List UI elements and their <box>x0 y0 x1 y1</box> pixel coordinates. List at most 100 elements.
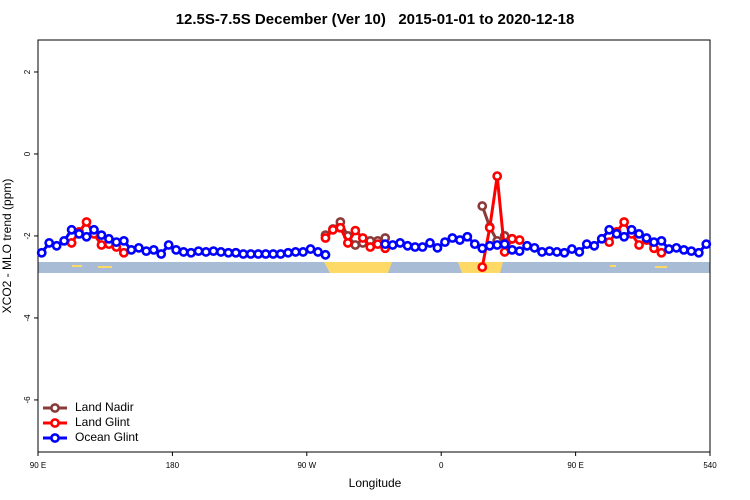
data-point <box>328 224 338 235</box>
legend-label: Land Nadir <box>75 400 134 414</box>
legend-marker <box>50 403 60 413</box>
data-point <box>365 242 376 252</box>
data-point <box>81 217 92 227</box>
data-point <box>529 242 540 253</box>
plot: -6 -4 -2 0 2 90 E 180 90 W 0 90 E 540 Land NadirLan… <box>23 69 717 470</box>
data-point <box>514 246 525 257</box>
data-point <box>477 243 488 254</box>
data-point <box>118 247 129 258</box>
data-point <box>208 246 219 257</box>
data-point <box>148 244 159 255</box>
x-axis-title: Longitude <box>349 476 402 490</box>
data-point <box>574 247 585 257</box>
data-point <box>216 247 226 257</box>
y-tick-label: 2 <box>23 69 32 74</box>
data-point <box>186 247 196 258</box>
data-point <box>275 249 286 259</box>
data-point <box>81 231 92 242</box>
data-point <box>477 262 488 273</box>
data-point <box>552 247 562 257</box>
data-point <box>589 240 600 251</box>
data-point <box>133 242 144 253</box>
data-point <box>656 235 667 246</box>
data-point <box>320 249 331 260</box>
data-point <box>492 240 503 250</box>
legend-marker <box>50 433 60 443</box>
x-tick-label: 90 W <box>297 461 316 470</box>
data-point <box>66 238 77 248</box>
data-point <box>89 224 99 235</box>
land-band <box>655 266 667 268</box>
data-point <box>693 247 704 258</box>
data-point <box>156 249 167 259</box>
data-point <box>260 249 271 259</box>
data-point <box>96 240 107 250</box>
data-point <box>566 244 577 254</box>
data-point <box>44 238 55 248</box>
data-point <box>305 244 316 254</box>
data-point <box>671 242 682 253</box>
data-point <box>499 239 510 250</box>
data-point <box>678 244 689 255</box>
data-point <box>544 246 555 257</box>
data-point <box>163 240 174 250</box>
data-point <box>477 201 488 211</box>
data-point <box>611 229 622 239</box>
data-point <box>559 247 570 258</box>
data-point <box>432 242 443 253</box>
data-point <box>313 247 323 257</box>
y-tick-label: -6 <box>23 396 32 404</box>
data-point <box>253 249 264 259</box>
data-point <box>686 246 697 257</box>
data-point <box>626 224 637 235</box>
land-band <box>610 265 616 267</box>
data-point <box>141 246 152 257</box>
data-point <box>111 237 122 248</box>
data-point <box>469 239 480 250</box>
data-point <box>36 247 47 258</box>
data-point <box>372 239 383 250</box>
data-point <box>492 171 503 182</box>
land-band <box>98 266 112 268</box>
data-point <box>245 249 256 259</box>
data-point <box>104 233 114 244</box>
data-point <box>656 247 667 258</box>
data-point <box>350 225 361 236</box>
data-point <box>357 233 368 243</box>
data-point <box>350 240 361 250</box>
data-point <box>268 249 279 259</box>
data-point <box>440 237 450 248</box>
data-point <box>230 247 241 258</box>
data-point <box>514 235 525 245</box>
data-point <box>238 249 249 259</box>
data-point <box>290 247 301 257</box>
legend-label: Land Glint <box>75 415 130 429</box>
data-point <box>417 242 428 252</box>
y-axis-title: XCO2 - MLO trend (ppm) <box>0 179 14 314</box>
data-point <box>701 239 712 250</box>
data-point <box>66 224 77 235</box>
data-point <box>380 239 391 250</box>
data-point <box>178 247 189 257</box>
data-point <box>387 240 398 250</box>
data-point <box>320 233 331 243</box>
data-point <box>51 240 62 251</box>
map-strip <box>38 262 710 273</box>
data-point <box>537 247 547 257</box>
data-point <box>462 231 473 242</box>
data-point <box>342 238 353 248</box>
x-tick-label: 180 <box>166 461 180 470</box>
data-point <box>335 222 346 233</box>
data-point <box>59 235 70 246</box>
data-point <box>507 244 518 255</box>
data-point <box>410 242 420 252</box>
y-tick-label: 0 <box>23 151 32 156</box>
data-point <box>634 240 644 250</box>
data-point <box>507 233 518 244</box>
data-point <box>171 244 182 255</box>
data-point <box>402 240 413 251</box>
data-point <box>649 237 659 248</box>
y-tick-label: -4 <box>23 314 32 322</box>
